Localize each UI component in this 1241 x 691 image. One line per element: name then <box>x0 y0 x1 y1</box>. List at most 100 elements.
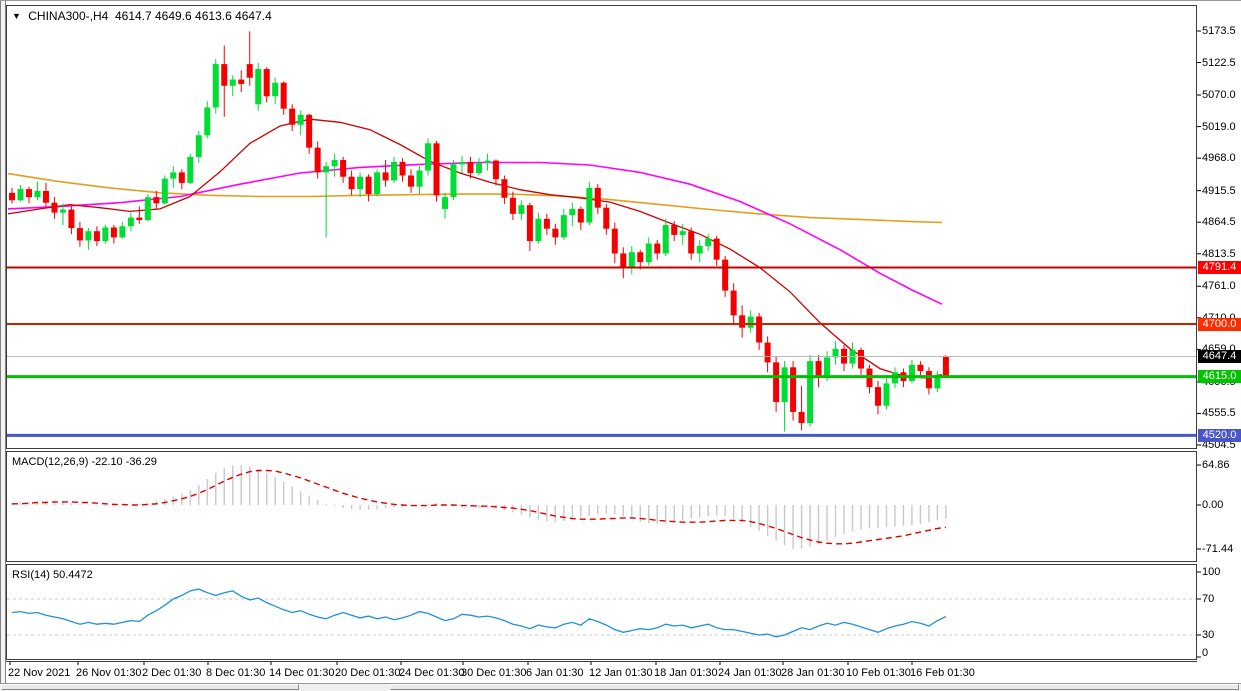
scrollbar-thumb[interactable] <box>1 684 299 690</box>
time-tick-label: 26 Nov 01:30 <box>76 667 142 679</box>
candle-body <box>441 197 448 209</box>
macd-scale-label: 64.86 <box>1202 459 1230 472</box>
macd-scale-label: 0.00 <box>1202 499 1224 511</box>
time-tick-label: 28 Jan 01:30 <box>781 667 845 679</box>
candle-body <box>586 187 593 223</box>
candle-body <box>187 156 194 183</box>
price-tick-label: 5019.0 <box>1202 120 1236 133</box>
candle-body <box>306 114 313 148</box>
rsi-scale-label: 100 <box>1202 566 1221 578</box>
candle-body <box>68 209 75 229</box>
main-chart-panel[interactable] <box>6 5 1197 449</box>
candle-body <box>263 69 270 97</box>
candle-body <box>560 215 567 238</box>
time-tick-label: 24 Jan 01:30 <box>718 667 782 679</box>
symbol-dropdown-icon[interactable]: ▼ <box>12 11 21 21</box>
candle-body <box>382 172 389 181</box>
candle-body <box>883 383 890 406</box>
candle-body <box>509 197 516 214</box>
candle-body <box>170 172 177 179</box>
candle-body <box>535 218 542 242</box>
macd-indicator-panel[interactable] <box>6 451 1197 562</box>
candle-body <box>76 228 83 241</box>
candle-body <box>416 170 423 187</box>
candle-body <box>484 160 491 164</box>
candle-body <box>9 192 15 201</box>
candle-body <box>858 349 864 369</box>
candle-body <box>526 205 533 242</box>
price-level-badge: 4520.0 <box>1198 428 1241 442</box>
macd-name: MACD(12,26,9) <box>12 456 89 468</box>
price-tick-label: 5070.0 <box>1202 89 1236 102</box>
candle-body <box>764 342 771 363</box>
time-tick-label: 16 Feb 01:30 <box>910 667 975 679</box>
price-tick-label: 4968.0 <box>1202 152 1236 165</box>
candle-body <box>323 166 330 173</box>
macd-values: -22.10 -36.29 <box>91 456 157 468</box>
rsi-line <box>11 588 947 638</box>
candle-body <box>204 107 211 136</box>
candle-body <box>662 224 669 254</box>
rsi-indicator-panel[interactable] <box>6 564 1197 660</box>
candle-body <box>815 361 822 378</box>
candle-body <box>475 163 482 174</box>
candle-body <box>713 238 720 260</box>
time-tick-label: 18 Jan 01:30 <box>654 667 718 679</box>
time-tick-label: 2 Dec 01:30 <box>142 667 202 679</box>
candle-body <box>331 160 338 167</box>
candle-body <box>119 226 126 238</box>
candle-body <box>637 252 644 263</box>
candle-body <box>458 161 465 165</box>
candle-body <box>85 231 92 241</box>
candle-body <box>925 371 932 389</box>
candle-body <box>603 207 610 229</box>
candle-body <box>874 387 881 406</box>
candle-body <box>645 243 652 263</box>
candle-body <box>178 172 185 183</box>
candle-body <box>34 190 41 198</box>
candle-body <box>136 217 143 221</box>
candle-body <box>747 316 754 328</box>
candle-body <box>569 208 576 216</box>
candle-body <box>144 197 151 221</box>
time-tick-label: 22 Nov 2021 <box>8 667 71 679</box>
price-tick-label: 4813.5 <box>1202 247 1236 260</box>
time-tick-label: 20 Dec 01:30 <box>335 667 401 679</box>
candle-body <box>942 356 949 377</box>
price-tick-label: 4761.0 <box>1202 280 1236 293</box>
candle-body <box>161 178 168 204</box>
candle-body <box>739 315 746 328</box>
time-tick-label: 14 Dec 01:30 <box>269 667 335 679</box>
candle-body <box>25 189 32 198</box>
candle-body <box>433 143 440 196</box>
candle-body <box>212 64 219 108</box>
candle-body <box>59 209 66 213</box>
candle-body <box>450 164 457 198</box>
candle-body <box>671 224 678 235</box>
candle-body <box>577 208 584 223</box>
candle-body <box>790 367 797 412</box>
time-tick-label: 6 Jan 01:30 <box>526 667 584 679</box>
candle-body <box>51 202 58 213</box>
rsi-scale-label: 30 <box>1202 629 1215 641</box>
candle-body <box>705 238 712 247</box>
candle-body <box>399 161 406 176</box>
scrollbar-thumb[interactable] <box>390 684 1239 690</box>
candle-body <box>552 228 559 238</box>
candle-body <box>807 361 814 424</box>
rsi-name: RSI(14) <box>12 569 50 581</box>
candle-body <box>917 364 924 372</box>
candle-body <box>314 147 321 173</box>
time-axis-line <box>6 661 1197 662</box>
candle-body <box>127 217 134 227</box>
ohlc-values: 4614.7 4649.6 4613.6 4647.4 <box>114 9 272 23</box>
candle-body <box>518 205 525 214</box>
price-tick-label: 4864.5 <box>1202 216 1236 229</box>
candle-body <box>102 227 109 242</box>
candle-body <box>611 228 618 254</box>
chart-title: ▼ CHINA300-,H4 4614.7 4649.6 4613.6 4647… <box>12 9 272 23</box>
price-tick-label: 5122.5 <box>1202 56 1236 69</box>
current-price-badge: 4647.4 <box>1198 350 1241 364</box>
price-level-badge: 4700.0 <box>1198 317 1241 331</box>
